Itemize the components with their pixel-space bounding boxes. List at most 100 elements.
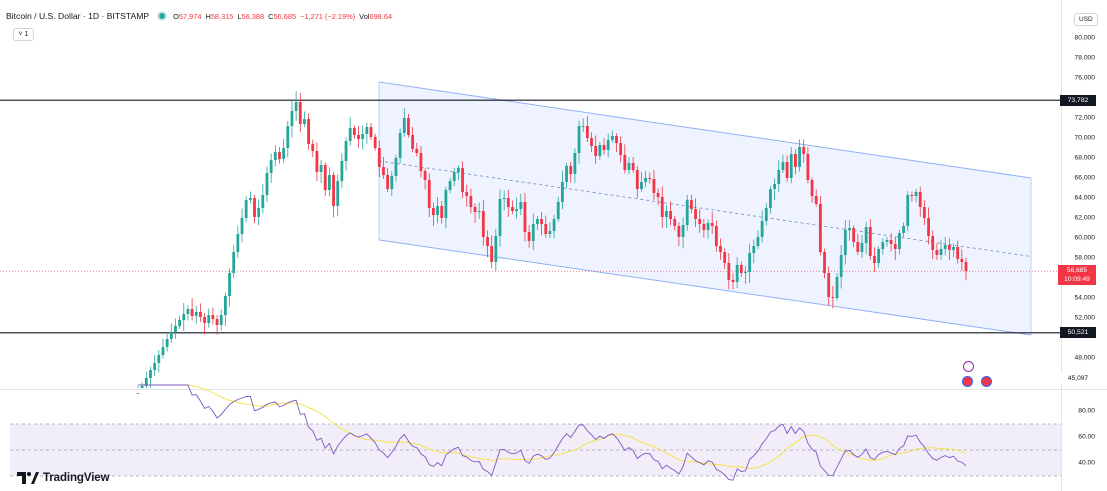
candle — [598, 141, 602, 160]
candle-body — [427, 180, 431, 208]
candle-body — [748, 253, 752, 272]
candle — [174, 318, 177, 339]
candle-body — [852, 228, 856, 242]
candle-body — [839, 255, 843, 277]
candle — [935, 243, 939, 260]
currency-button[interactable]: USD — [1074, 13, 1098, 26]
candle-body — [868, 227, 872, 256]
candle-body — [436, 206, 439, 215]
candle — [777, 160, 781, 193]
candle-body — [702, 224, 706, 230]
candle — [831, 285, 835, 309]
candle — [269, 153, 273, 184]
price-tick-label: 58,000 — [1074, 254, 1095, 262]
candle-body — [219, 315, 223, 325]
market-status-dot[interactable] — [159, 13, 166, 19]
candle — [207, 308, 211, 328]
candle-body — [939, 249, 943, 255]
us-flag-event-icon-2[interactable] — [981, 376, 992, 387]
candle — [939, 239, 943, 260]
candle-body — [394, 158, 398, 176]
candle — [602, 138, 606, 155]
collapse-indicators-button[interactable]: ˅ 1 — [13, 28, 34, 41]
candle-body — [744, 272, 747, 273]
candle — [236, 226, 240, 259]
candle-body — [818, 204, 822, 252]
candle-body — [390, 176, 394, 189]
candle — [411, 126, 415, 153]
candle-body — [798, 147, 801, 167]
candle — [323, 162, 327, 196]
candle-body — [161, 347, 165, 355]
candle — [623, 144, 627, 174]
candle — [594, 135, 598, 164]
candle — [756, 230, 760, 250]
price-tick-label: 76,000 — [1074, 74, 1095, 82]
candle-body — [282, 148, 286, 159]
candle-body — [893, 244, 897, 249]
candle-body — [461, 168, 464, 192]
candle — [585, 116, 589, 143]
candle-body — [278, 152, 281, 159]
candle — [848, 220, 851, 241]
tradingview-logo[interactable]: TradingView — [17, 470, 110, 486]
candle — [377, 140, 381, 177]
candle — [531, 213, 535, 250]
candle-body — [714, 226, 718, 246]
candle-body — [960, 259, 964, 262]
candle — [153, 355, 157, 377]
candle — [486, 230, 489, 258]
lightning-event-icon[interactable] — [963, 361, 974, 372]
candle — [373, 133, 377, 151]
candle — [294, 91, 298, 122]
candle-body — [519, 202, 523, 209]
candle — [735, 257, 739, 288]
symbol-title[interactable]: Bitcoin / U.S. Dollar · 1D · BITSTAMP — [6, 11, 150, 21]
candle — [402, 108, 406, 137]
candle — [660, 186, 664, 229]
candle-body — [286, 126, 290, 148]
candle-body — [240, 218, 244, 234]
candle-body — [432, 208, 435, 215]
candle — [203, 312, 206, 335]
candle-body — [207, 315, 211, 323]
candle — [336, 174, 340, 217]
candle — [469, 188, 473, 214]
candle-body — [531, 224, 535, 241]
candle-body — [581, 126, 585, 127]
candle-body — [186, 309, 190, 314]
candle-body — [906, 195, 910, 226]
candle — [843, 219, 847, 265]
candle — [386, 168, 390, 192]
candle — [698, 209, 702, 233]
regression-channel — [378, 81, 1032, 336]
candle — [211, 307, 215, 325]
candle — [369, 122, 373, 140]
candle — [465, 184, 469, 207]
candle — [303, 111, 306, 127]
candle-body — [490, 246, 494, 262]
candle-body — [856, 242, 860, 252]
price-tick-label: 66,000 — [1074, 174, 1095, 182]
candle-body — [860, 243, 864, 252]
candle — [515, 197, 519, 219]
candle — [440, 201, 444, 224]
candle-body — [685, 200, 689, 225]
candle-body — [652, 179, 656, 193]
candle-body — [257, 208, 261, 217]
candle-body — [527, 232, 531, 241]
channel-upper-line — [378, 81, 1032, 179]
candle — [157, 349, 161, 373]
candle-body — [752, 246, 756, 253]
candle — [648, 172, 652, 184]
candle — [215, 315, 219, 335]
candlestick-series — [136, 91, 968, 394]
us-flag-event-icon[interactable] — [962, 376, 973, 387]
candle — [456, 165, 460, 180]
candle — [760, 210, 764, 243]
candle-body — [261, 195, 265, 208]
rsi-line — [138, 384, 967, 481]
candle-body — [935, 250, 939, 255]
candle-body — [781, 162, 785, 170]
